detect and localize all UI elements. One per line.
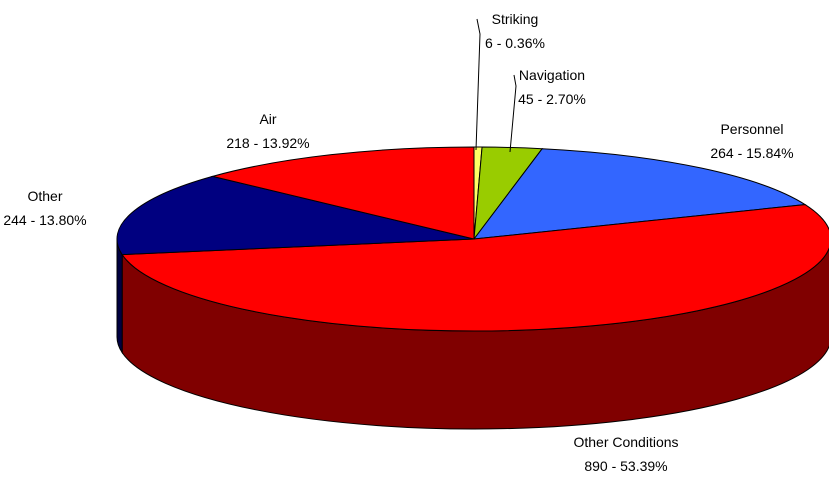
- slice-label-name-navigation: Navigation: [519, 67, 585, 83]
- slice-label-value-personnel: 264 - 15.84%: [710, 145, 793, 161]
- slice-label-name-striking: Striking: [492, 11, 539, 27]
- leader-line-navigation: [509, 74, 517, 153]
- pie-tops: [116, 146, 829, 332]
- pie-slice-other: [116, 175, 475, 256]
- slice-labels: Striking 6 - 0.36% Navigation 45 - 2.70% Per…: [3, 11, 793, 474]
- label-leader-lines: [475, 18, 517, 153]
- slice-label-value-other-conditions: 890 - 53.39%: [584, 458, 667, 474]
- slice-label-name-air: Air: [259, 111, 276, 127]
- leader-line-striking: [475, 18, 481, 151]
- pie-side-other: [116, 238, 123, 355]
- slice-label-name-other: Other: [27, 188, 62, 204]
- pie-slice-other-conditions: [121, 204, 829, 332]
- slice-label-value-striking: 6 - 0.36%: [485, 35, 545, 51]
- pie-slice-air: [212, 146, 475, 240]
- slice-label-value-air: 218 - 13.92%: [226, 135, 309, 151]
- slice-label-value-other: 244 - 13.80%: [3, 212, 86, 228]
- slice-label-name-personnel: Personnel: [720, 121, 783, 137]
- slice-label-value-navigation: 45 - 2.70%: [518, 91, 586, 107]
- slice-label-name-other-conditions: Other Conditions: [573, 434, 678, 450]
- pie-slice-personnel: [472, 148, 807, 240]
